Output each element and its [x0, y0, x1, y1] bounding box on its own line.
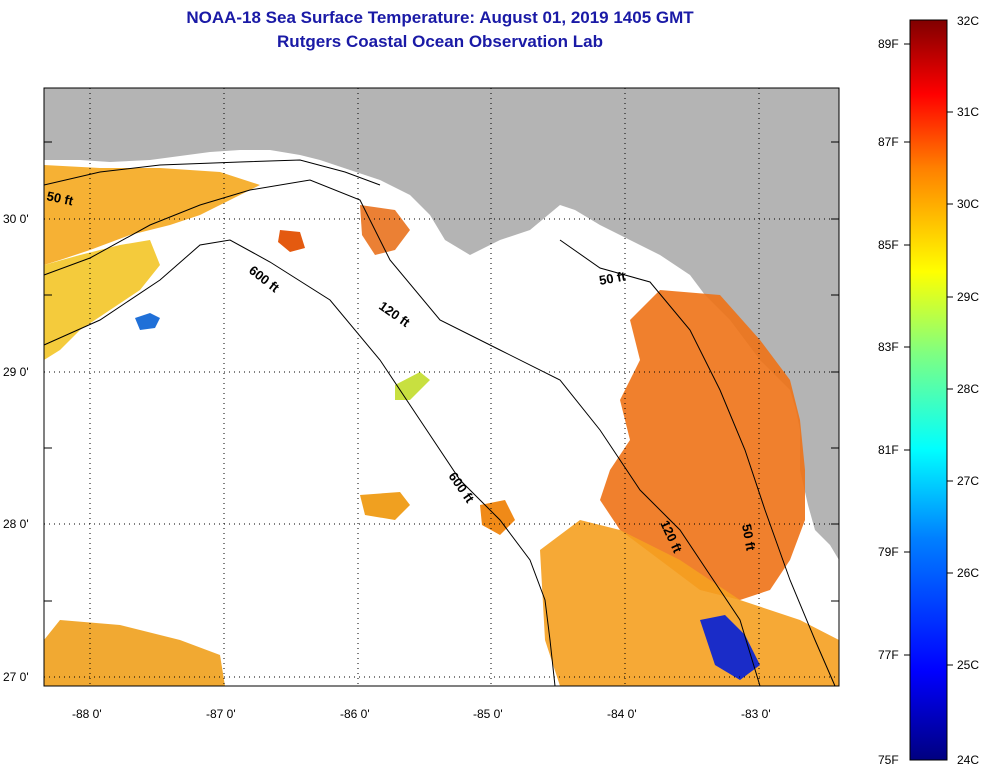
fahrenheit-label: 87F — [878, 135, 899, 149]
sst-patch-cool-spot — [135, 313, 160, 330]
map-subtitle: Rutgers Coastal Ocean Observation Lab — [277, 32, 603, 51]
fahrenheit-label: 81F — [878, 443, 899, 457]
lat-label: 29 0' — [3, 365, 29, 379]
lon-label: -84 0' — [607, 707, 637, 721]
fahrenheit-label: 89F — [878, 37, 899, 51]
lon-label: -86 0' — [340, 707, 370, 721]
sst-patch-cold-upwelling — [700, 615, 760, 680]
fahrenheit-label: 85F — [878, 238, 899, 252]
lat-label: 28 0' — [3, 517, 29, 531]
right-ticks — [44, 141, 839, 602]
map-border — [43, 87, 840, 687]
contour-120ft — [43, 179, 761, 687]
celsius-label: 30C — [957, 197, 979, 211]
contour-label: 50 ft — [45, 188, 75, 208]
celsius-label: 32C — [957, 14, 979, 28]
land-mass — [44, 88, 839, 560]
contour-600ft — [43, 239, 556, 687]
celsius-label: 27C — [957, 474, 979, 488]
lat-label: 30 0' — [3, 212, 29, 226]
fahrenheit-label: 79F — [878, 545, 899, 559]
celsius-label: 28C — [957, 382, 979, 396]
sst-patch-mid-yellow — [395, 372, 430, 400]
sst-patch-west-band — [44, 240, 160, 360]
celsius-label: 24C — [957, 753, 979, 767]
sst-patch-southwest — [44, 620, 225, 686]
sst-patch-east-coast — [600, 290, 805, 600]
sst-patch-west-coast — [44, 165, 260, 265]
color-bar — [909, 19, 948, 761]
lon-label: -85 0' — [473, 707, 503, 721]
contour-50ft — [43, 159, 836, 687]
fahrenheit-label: 77F — [878, 648, 899, 662]
celsius-label: 25C — [957, 658, 979, 672]
sst-patch-big-bend — [360, 205, 410, 255]
sst-patch-southeast — [540, 520, 839, 686]
sst-patch-mid-orange — [360, 492, 410, 520]
contour-label: 50 ft — [739, 523, 759, 553]
sst-patch-small-red — [278, 230, 305, 252]
fahrenheit-label: 83F — [878, 340, 899, 354]
lon-label: -88 0' — [72, 707, 102, 721]
celsius-label: 29C — [957, 290, 979, 304]
lon-label: -83 0' — [741, 707, 771, 721]
contour-label: 50 ft — [598, 268, 628, 288]
lon-label: -87 0' — [206, 707, 236, 721]
celsius-label: 26C — [957, 566, 979, 580]
depth-contours — [43, 159, 836, 687]
color-bar-ticks — [904, 43, 953, 666]
lat-label: 27 0' — [3, 670, 29, 684]
map-title: NOAA-18 Sea Surface Temperature: August … — [186, 8, 694, 27]
fahrenheit-label: 75F — [878, 753, 899, 767]
celsius-label: 31C — [957, 105, 979, 119]
